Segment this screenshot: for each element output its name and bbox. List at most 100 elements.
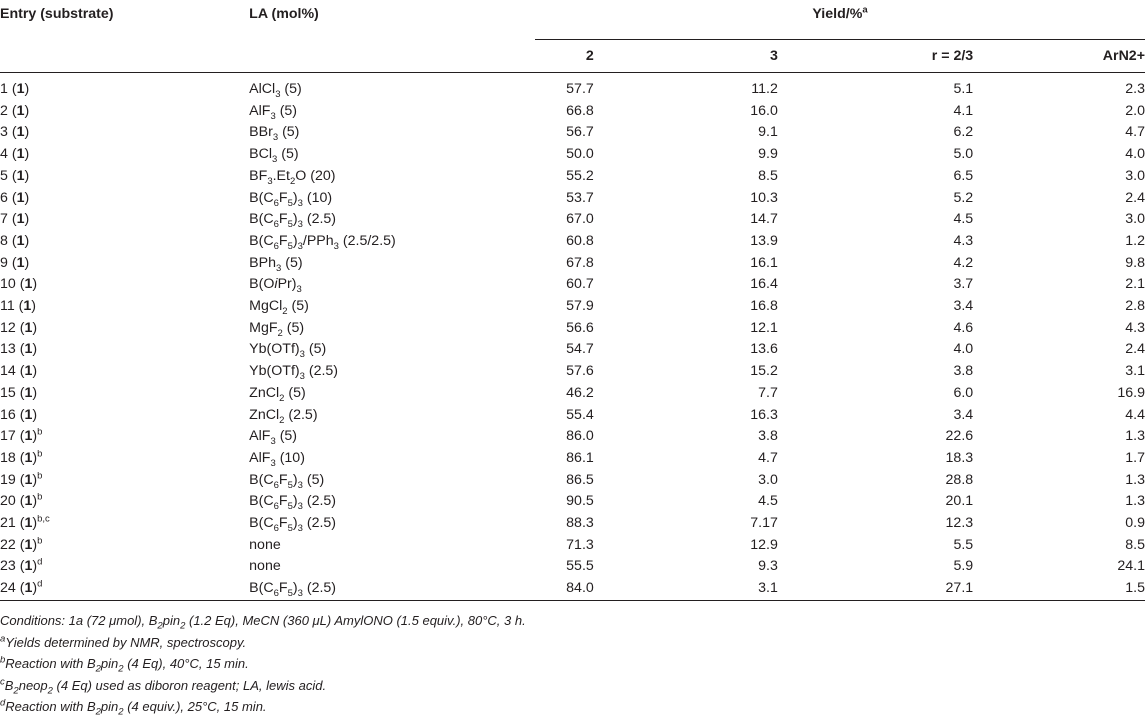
lewis-acid-cell: AlF3 (5) bbox=[249, 102, 298, 122]
table-row: 15 (1) ZnCl2 (5) 46.2 7.7 6.0 16.9 bbox=[0, 383, 1145, 405]
lewis-acid-cell: BCl3 (5) bbox=[249, 146, 299, 165]
lewis-acid-cell: MgF2 (5) bbox=[249, 319, 305, 339]
ratio-cell: 5.2 bbox=[953, 189, 974, 206]
yield-2-cell: 55.5 bbox=[566, 558, 594, 575]
arn2-cell: 1.5 bbox=[1125, 580, 1145, 597]
table-row: 7 (1) B(C6F5)3 (2.5) 67.0 14.7 4.5 3.0 bbox=[0, 209, 1145, 231]
yield-2-cell: 90.5 bbox=[566, 493, 594, 510]
yield-header: Yield/%a bbox=[534, 0, 1145, 40]
entry-cell: 20 (1)b bbox=[0, 491, 43, 510]
table-row: 19 (1)b B(C6F5)3 (5) 86.5 3.0 28.8 1.3 bbox=[0, 470, 1145, 492]
table-row: 23 (1)d none 55.5 9.3 5.9 24.1 bbox=[0, 556, 1145, 578]
lewis-acid-cell: B(C6F5)3 (5) bbox=[249, 471, 325, 491]
ratio-cell: 3.7 bbox=[953, 276, 974, 293]
footnote: cB2neop2 (4 Eq) used as diboron reagent;… bbox=[0, 676, 327, 697]
arn2-cell: 3.0 bbox=[1125, 167, 1145, 184]
arn2-cell: 1.3 bbox=[1125, 428, 1145, 445]
arn2-cell: 2.8 bbox=[1125, 298, 1145, 315]
ratio-cell: 3.8 bbox=[953, 363, 974, 380]
ratio-cell: 22.6 bbox=[945, 428, 974, 445]
yield-2-cell: 60.8 bbox=[566, 232, 594, 249]
yield-2-cell: 50.0 bbox=[566, 146, 594, 163]
arn2-cell: 2.3 bbox=[1125, 81, 1145, 97]
ratio-cell: 5.9 bbox=[953, 558, 974, 575]
entry-cell: 19 (1)b bbox=[0, 469, 43, 488]
lewis-acid-cell: AlF3 (5) bbox=[249, 428, 298, 448]
lewis-acid-cell: none bbox=[249, 558, 281, 575]
table-body: 1 (1) AlCl3 (5) 57.7 11.2 5.1 2.3 2 (1) AlF3 (5… bbox=[0, 73, 1145, 601]
table-row: 10 (1) B(OiPr)3 60.7 16.4 3.7 2.1 bbox=[0, 274, 1145, 296]
footnote: aYields determined by NMR, spectroscopy. bbox=[0, 633, 247, 650]
yield-3-cell: 3.8 bbox=[758, 428, 778, 445]
lewis-acid-cell: B(OiPr)3 bbox=[249, 276, 302, 296]
arn2-cell: 16.9 bbox=[1117, 384, 1145, 401]
ratio-cell: 5.0 bbox=[953, 146, 974, 163]
arn2-cell: 1.2 bbox=[1125, 232, 1145, 249]
table-row: 24 (1)d B(C6F5)3 (2.5) 84.0 3.1 27.1 1.5 bbox=[0, 578, 1145, 601]
entry-cell: 6 (1) bbox=[0, 189, 30, 206]
entry-cell: 14 (1) bbox=[0, 363, 38, 380]
yield-3-cell: 7.7 bbox=[758, 384, 778, 401]
table-row: 4 (1) BCl3 (5) 50.0 9.9 5.0 4.0 bbox=[0, 144, 1145, 166]
yield-3-cell: 10.3 bbox=[750, 189, 778, 206]
yield-3-cell: 9.3 bbox=[758, 558, 778, 575]
arn2-cell: 2.1 bbox=[1125, 276, 1145, 293]
yield-2-cell: 86.1 bbox=[566, 449, 594, 466]
table-row: 8 (1) B(C6F5)3/PPh3 (2.5/2.5) 60.8 13.9 4.3 1… bbox=[0, 231, 1145, 253]
yield-2-cell: 86.5 bbox=[566, 471, 594, 488]
ratio-cell: 4.6 bbox=[953, 319, 974, 336]
yield-3-cell: 11.2 bbox=[751, 81, 778, 97]
table-row: 14 (1) Yb(OTf)3 (2.5) 57.6 15.2 3.8 3.1 bbox=[0, 361, 1145, 383]
yield-3-cell: 3.1 bbox=[758, 580, 778, 597]
yield-2-cell: 88.3 bbox=[566, 515, 594, 532]
yield-2-cell: 46.2 bbox=[566, 384, 594, 401]
entry-cell: 3 (1) bbox=[0, 124, 30, 141]
yield-2-cell: 86.0 bbox=[566, 428, 594, 445]
ratio-cell: 20.1 bbox=[945, 493, 974, 510]
table-row: 6 (1) B(C6F5)3 (10) 53.7 10.3 5.2 2.4 bbox=[0, 188, 1145, 210]
table-row: 16 (1) ZnCl2 (2.5) 55.4 16.3 3.4 4.4 bbox=[0, 405, 1145, 427]
ratio-cell: 28.8 bbox=[945, 471, 974, 488]
entry-cell: 4 (1) bbox=[0, 146, 30, 163]
yield-3-cell: 9.9 bbox=[758, 146, 778, 163]
arn2-cell: 4.7 bbox=[1125, 124, 1145, 141]
lewis-acid-cell: AlCl3 (5) bbox=[249, 81, 302, 100]
yield-3-cell: 13.6 bbox=[750, 341, 778, 358]
ratio-cell: 4.5 bbox=[953, 211, 974, 228]
arn2-cell: 2.0 bbox=[1125, 102, 1145, 119]
yield-3-cell: 12.1 bbox=[750, 319, 778, 336]
col-arn-header: ArN2+ bbox=[1102, 48, 1145, 64]
lewis-acid-cell: Yb(OTf)3 (2.5) bbox=[249, 363, 339, 382]
table-footnotes: Conditions: 1a (72 μmol), B2pin2 (1.2 Eq… bbox=[0, 610, 526, 718]
table-row: 11 (1) MgCl2 (5) 57.9 16.8 3.4 2.8 bbox=[0, 296, 1145, 318]
yield-2-cell: 60.7 bbox=[566, 276, 594, 293]
yield-2-cell: 66.8 bbox=[566, 102, 594, 119]
entry-cell: 11 (1) bbox=[0, 298, 37, 315]
entry-cell: 13 (1) bbox=[0, 341, 38, 358]
arn2-cell: 4.4 bbox=[1125, 406, 1145, 423]
ratio-cell: 3.4 bbox=[953, 406, 974, 423]
ratio-cell: 12.3 bbox=[945, 515, 974, 532]
entry-cell: 7 (1) bbox=[0, 211, 30, 228]
lewis-acid-cell: B(C6F5)3 (2.5) bbox=[249, 515, 337, 534]
entry-cell: 23 (1)d bbox=[0, 556, 43, 575]
entry-cell: 8 (1) bbox=[0, 232, 30, 249]
lewis-acid-cell: ZnCl2 (5) bbox=[249, 384, 306, 404]
yield-2-cell: 56.6 bbox=[566, 319, 594, 336]
table-row: 12 (1) MgF2 (5) 56.6 12.1 4.6 4.3 bbox=[0, 318, 1145, 340]
arn2-cell: 9.8 bbox=[1125, 254, 1145, 271]
table-row: 3 (1) BBr3 (5) 56.7 9.1 6.2 4.7 bbox=[0, 122, 1145, 144]
yield-3-cell: 16.4 bbox=[750, 276, 778, 293]
yield-2-cell: 55.4 bbox=[566, 406, 594, 423]
yield-3-cell: 4.5 bbox=[758, 493, 778, 510]
arn2-cell: 3.1 bbox=[1125, 363, 1145, 380]
yield-2-cell: 56.7 bbox=[566, 124, 594, 141]
lewis-acid-cell: B(C6F5)3 (10) bbox=[249, 189, 333, 209]
col-r-header: r = 2/3 bbox=[931, 48, 974, 64]
ratio-cell: 27.1 bbox=[945, 580, 974, 597]
yield-2-cell: 55.2 bbox=[566, 167, 594, 184]
yield-2-cell: 67.0 bbox=[566, 211, 594, 228]
yield-3-cell: 15.2 bbox=[750, 363, 778, 380]
arn2-cell: 2.4 bbox=[1125, 189, 1145, 206]
